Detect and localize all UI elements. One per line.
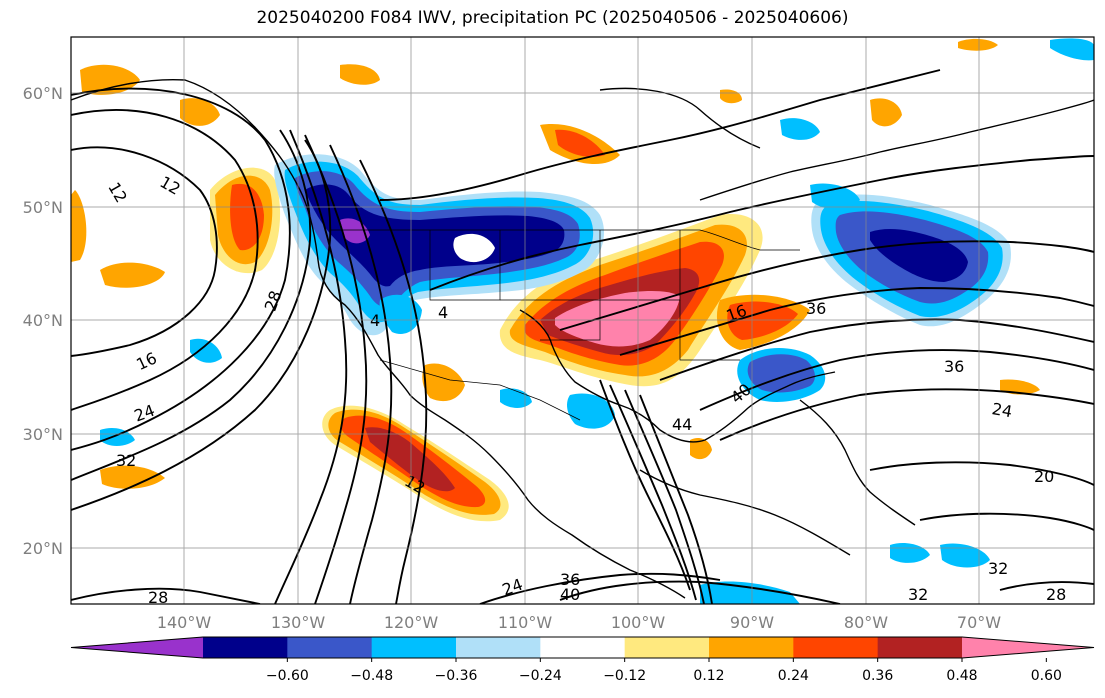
contour-label: 24 xyxy=(990,399,1013,421)
colorbar: −0.60 −0.48 −0.36 −0.24 −0.12 0.12 0.24 0.36 0.4… xyxy=(70,636,1095,684)
contour-label: 28 xyxy=(1046,585,1066,604)
lon-tick-label: 120°W xyxy=(384,613,439,632)
colorbar-tick-label: 0.48 xyxy=(946,668,977,684)
map-title: 2025040200 F084 IWV, precipitation PC (2… xyxy=(256,8,849,28)
colorbar-extend-max xyxy=(962,637,1094,658)
colorbar-bin xyxy=(287,637,373,658)
lat-axis: 60°N 50°N 40°N 30°N 20°N xyxy=(23,84,63,558)
lon-tick-label: 110°W xyxy=(498,613,553,632)
colorbar-bin xyxy=(540,637,626,658)
contour-label: 36 xyxy=(944,357,964,376)
lat-tick-label: 50°N xyxy=(23,198,63,217)
colorbar-bin xyxy=(371,637,457,658)
colorbar-tick-label: −0.12 xyxy=(603,668,646,684)
lat-tick-label: 40°N xyxy=(23,311,63,330)
colorbar-tick-label: −0.48 xyxy=(350,668,393,684)
contour-label: 36 xyxy=(560,570,580,589)
plot-area: 12 12 28 16 24 32 28 12 4 4 16 36 36 40 … xyxy=(71,37,1094,607)
contour-label: 32 xyxy=(116,451,136,470)
colorbar-bin xyxy=(456,637,541,658)
lon-axis: 140°W 130°W 120°W 110°W 100°W 90°W 80°W … xyxy=(157,613,1001,632)
colorbar-tick-label: 0.12 xyxy=(693,668,724,684)
colorbar-outline xyxy=(70,636,1095,659)
colorbar-bin xyxy=(203,637,288,658)
contour-label: 32 xyxy=(908,585,928,604)
lon-tick-label: 70°W xyxy=(957,613,1001,632)
colorbar-extend-min xyxy=(71,637,203,658)
colorbar-bin xyxy=(793,637,879,658)
colorbar-bin xyxy=(877,637,963,658)
contour-label: 4 xyxy=(438,303,448,322)
lon-tick-label: 100°W xyxy=(611,613,666,632)
lat-tick-label: 20°N xyxy=(23,539,63,558)
lon-tick-label: 140°W xyxy=(157,613,212,632)
lon-tick-label: 80°W xyxy=(844,613,888,632)
contour-label: 40 xyxy=(560,585,580,604)
precip-shading xyxy=(71,38,1094,604)
gridlines xyxy=(71,37,1094,604)
colorbar-bin xyxy=(709,637,794,658)
contour-label: 20 xyxy=(1034,467,1054,486)
colorbar-tick-label: 0.60 xyxy=(1031,668,1062,684)
lon-tick-label: 90°W xyxy=(730,613,774,632)
colorbar-tick-label: −0.36 xyxy=(435,668,478,684)
colorbar-tick-label: 0.36 xyxy=(862,668,893,684)
contour-label: 36 xyxy=(806,299,826,318)
contour-label: 32 xyxy=(988,559,1008,578)
colorbar-tick-label: −0.24 xyxy=(519,668,562,684)
lon-tick-label: 130°W xyxy=(271,613,326,632)
colorbar-bin xyxy=(624,637,710,658)
contour-label: 44 xyxy=(672,415,692,434)
plot-frame xyxy=(70,36,1095,605)
colorbar-tick-label: 0.24 xyxy=(778,668,809,684)
contour-label: 28 xyxy=(148,588,168,607)
iwv-contours xyxy=(71,69,1094,604)
lat-tick-label: 60°N xyxy=(23,84,63,103)
lat-tick-label: 30°N xyxy=(23,425,63,444)
colorbar-tick-label: −0.60 xyxy=(266,668,309,684)
